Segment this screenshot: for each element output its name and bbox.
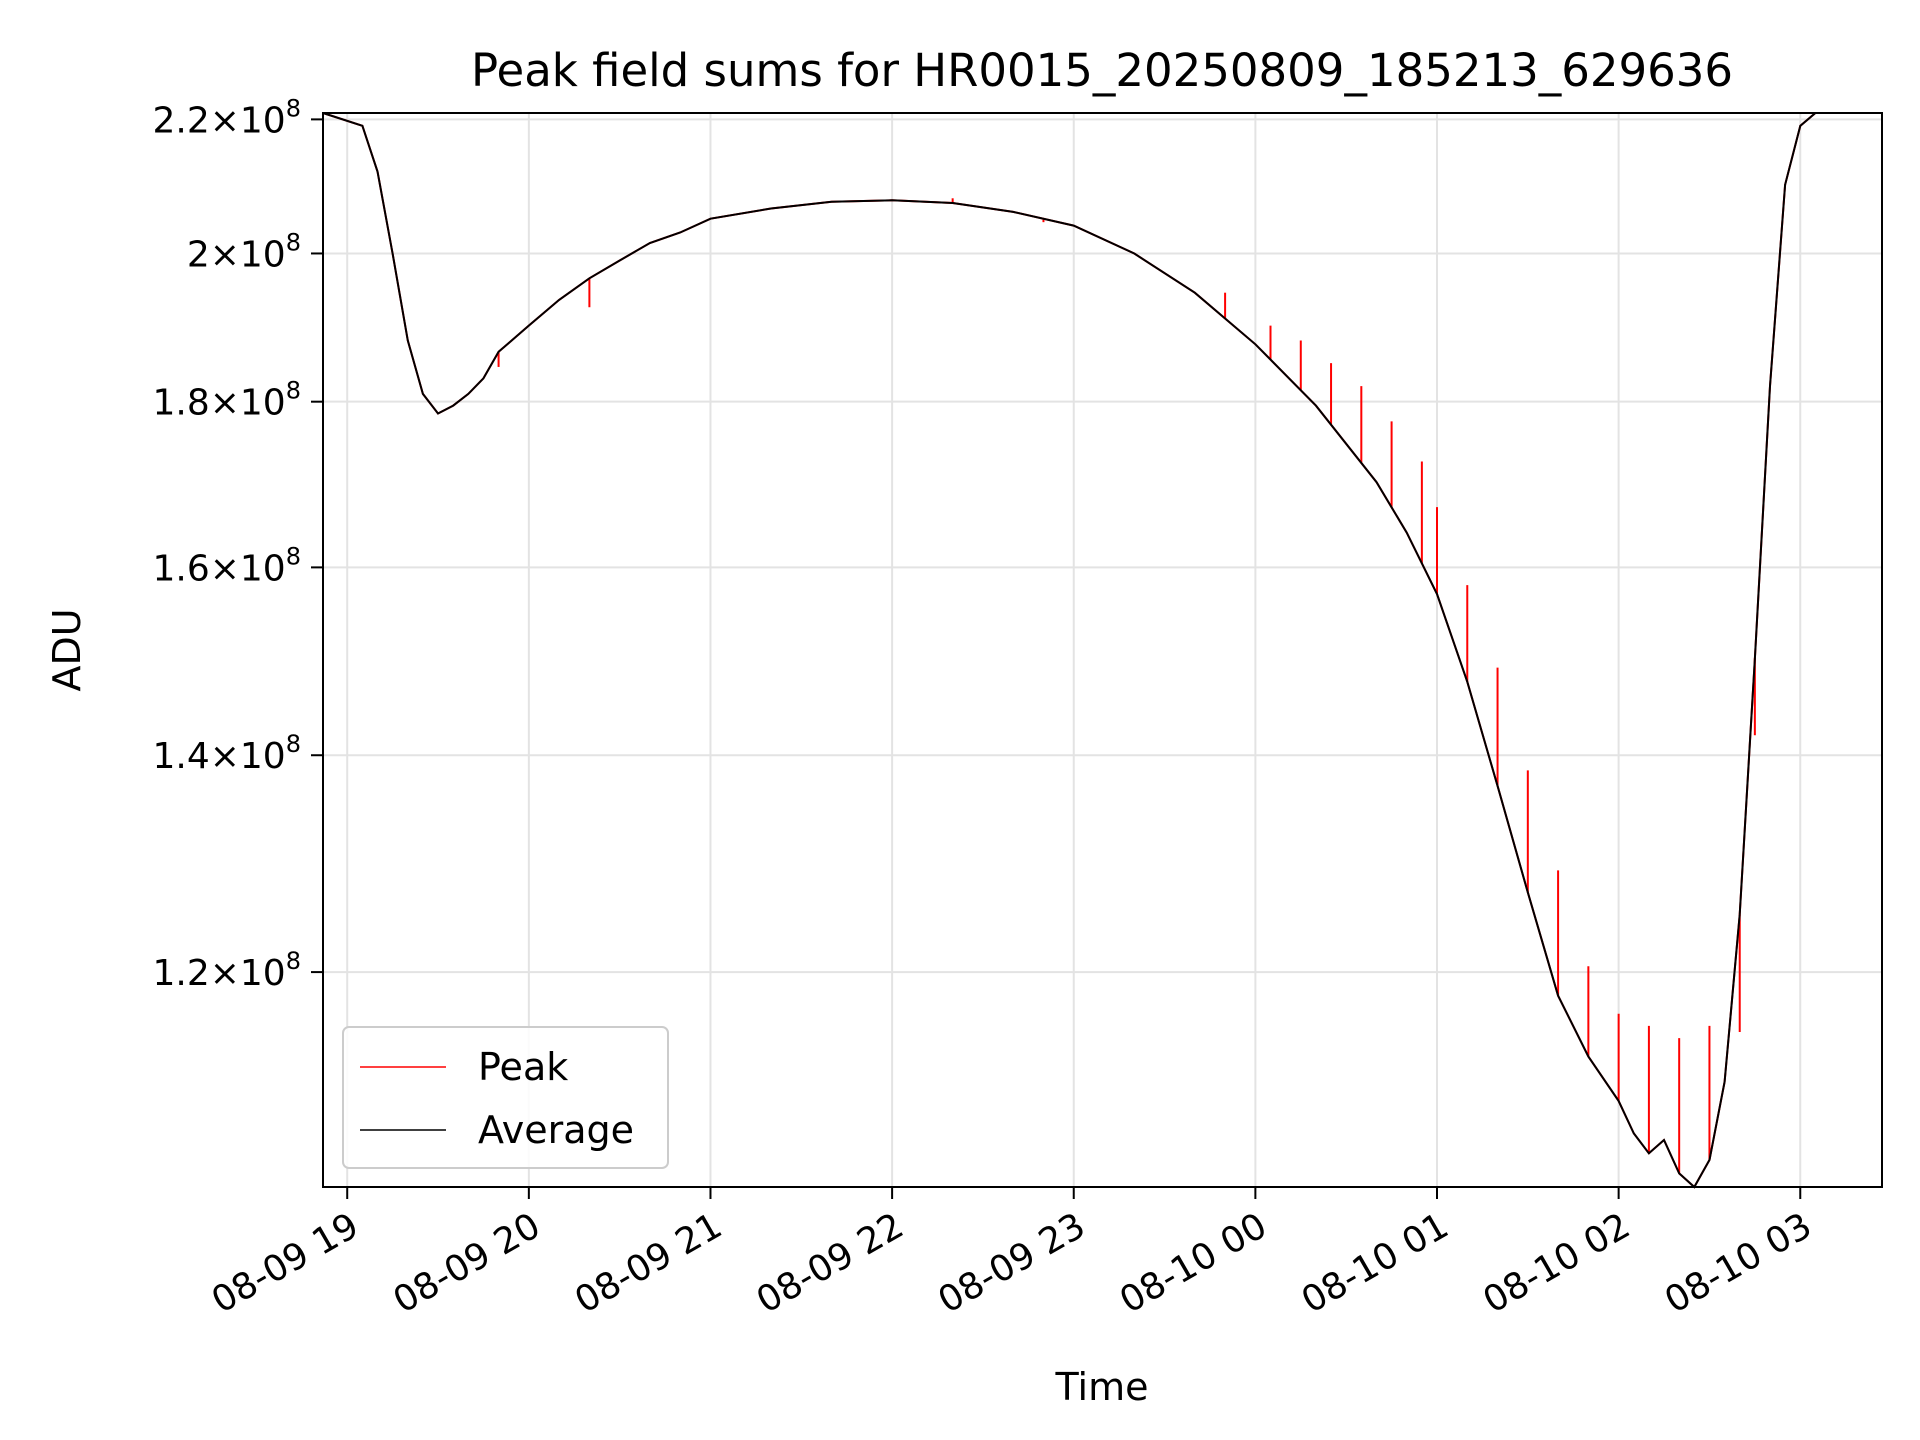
x-axis-label: Time <box>1055 1365 1149 1409</box>
chart-title: Peak field sums for HR0015_20250809_1852… <box>471 44 1733 97</box>
y-axis-label: ADU <box>45 608 89 691</box>
series-average-line <box>322 112 1882 1189</box>
legend-label-average: Average <box>478 1108 634 1152</box>
legend-label-peak: Peak <box>478 1045 568 1089</box>
y-tick-label: 1.6×108 <box>152 542 301 589</box>
legend-box <box>342 1026 669 1169</box>
y-tick-label: 1.8×108 <box>152 377 301 424</box>
y-tick-label: 2.2×108 <box>152 94 301 141</box>
plot-frame <box>322 112 1883 1188</box>
plot-series <box>322 112 1882 1189</box>
y-tick-label: 2×108 <box>187 228 301 275</box>
legend: Peak Average <box>342 1026 669 1169</box>
gridlines <box>323 113 1882 1187</box>
y-tick-label: 1.2×108 <box>152 947 301 994</box>
y-tick-label: 1.4×108 <box>152 730 301 777</box>
